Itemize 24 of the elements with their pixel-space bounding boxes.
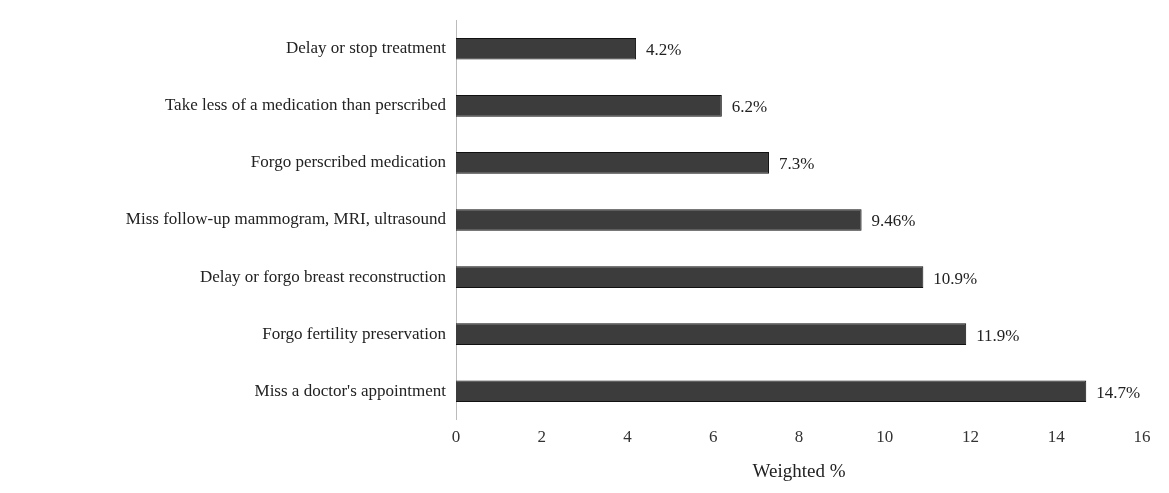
x-tick-label: 4 [623,427,633,447]
y-tick-label: Miss a doctor's appointment [254,380,447,400]
x-tick-label: 6 [709,427,718,447]
data-label: 10.9% [933,268,978,288]
data-label: 4.2% [646,40,682,60]
data-label: 14.7% [1096,382,1141,402]
y-tick-label: Miss follow-up mammogram, MRI, ultrasound [125,209,447,229]
y-tick-label: Forgo perscribed medication [250,152,447,172]
x-tick-label: 2 [537,427,546,447]
x-tick-label: 0 [451,427,461,447]
data-label: 11.9% [976,325,1020,345]
x-tick-label: 8 [794,427,804,447]
y-tick-label: Forgo fertility preservation [262,323,447,343]
y-tick-label: Take less of a medication than perscribed [164,95,447,115]
x-tick-label: 12 [962,427,979,447]
data-label: 6.2% [731,97,768,117]
x-tick-label: 16 [1133,427,1151,447]
x-axis-title: Weighted % [752,459,846,481]
x-tick-label: 10 [876,427,894,447]
data-label: 7.3% [778,154,815,174]
y-tick-label: Delay or stop treatment [285,38,447,58]
y-tick-label: Delay or forgo breast reconstruction [199,266,447,286]
data-label: 9.46% [871,211,916,231]
x-tick-label: 14 [1047,427,1066,447]
